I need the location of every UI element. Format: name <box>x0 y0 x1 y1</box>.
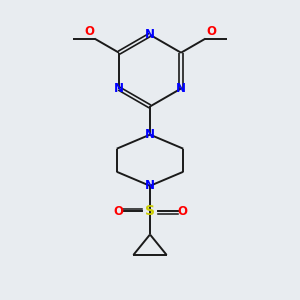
Text: O: O <box>84 25 94 38</box>
Text: S: S <box>145 204 155 218</box>
Text: N: N <box>145 179 155 192</box>
Text: N: N <box>114 82 124 95</box>
Text: O: O <box>177 205 187 218</box>
Text: N: N <box>145 28 155 41</box>
Text: N: N <box>176 82 186 95</box>
Text: O: O <box>206 25 216 38</box>
Text: O: O <box>113 205 123 218</box>
Text: N: N <box>145 128 155 141</box>
